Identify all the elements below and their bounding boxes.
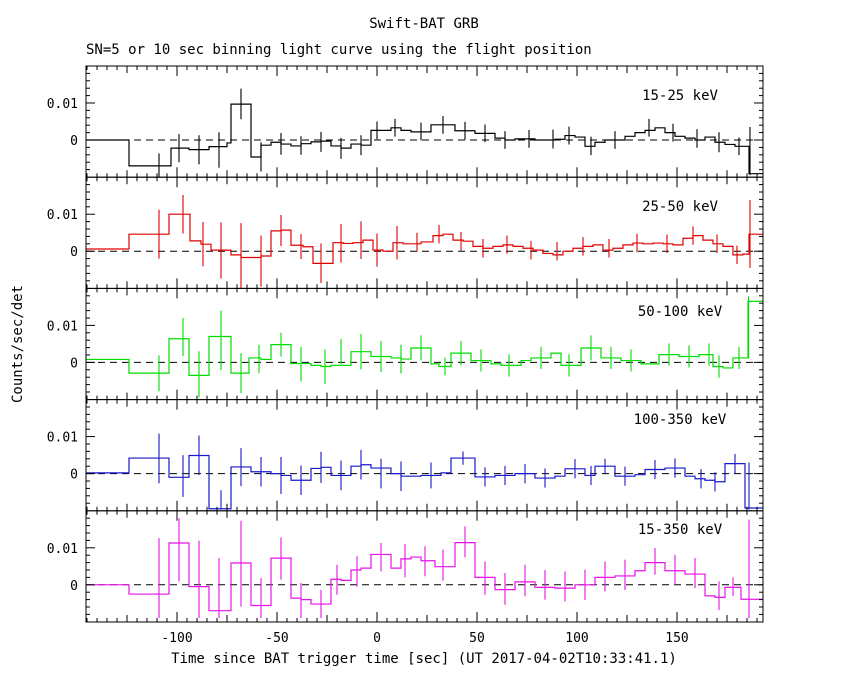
- y-tick-label: 0: [70, 468, 78, 483]
- panel-0: [86, 88, 763, 178]
- y-tick-label: 0.01: [47, 319, 78, 334]
- y-tick-label: 0: [70, 356, 78, 371]
- x-tick-label: 150: [665, 631, 688, 646]
- y-tick-label: 0.01: [47, 431, 78, 446]
- panel-2: [86, 296, 763, 398]
- light-curve: [86, 542, 763, 612]
- light-curve: [86, 213, 763, 265]
- x-tick-label: -100: [161, 631, 192, 646]
- band-label-15-25kev: 15-25 keV: [642, 88, 718, 104]
- x-axis-label: Time since BAT trigger time [sec] (UT 20…: [171, 651, 677, 667]
- plot-layer: 0 0.01 0 0.01 0 0.01 0 0.01 0 0.01 -100 -50 0 50 100 15…: [47, 65, 764, 646]
- light-curve: [86, 300, 763, 376]
- panel-1: [86, 194, 763, 289]
- panel-frame: [85, 176, 764, 289]
- chart-subtitle: SN=5 or 10 sec binning light curve using…: [86, 42, 592, 58]
- panel-4: [86, 518, 763, 619]
- light-curve: [86, 103, 763, 175]
- y-tick-label: 0.01: [47, 97, 78, 112]
- band-label-100-350kev: 100-350 keV: [634, 412, 727, 428]
- panel-frame: [85, 65, 764, 178]
- chart-title: Swift-BAT GRB: [369, 16, 479, 32]
- band-label-15-350kev: 15-350 keV: [638, 522, 723, 538]
- band-label-50-100kev: 50-100 keV: [638, 304, 723, 320]
- x-tick-label: -50: [265, 631, 288, 646]
- y-tick-label: 0: [70, 245, 78, 260]
- panel-frame: [85, 510, 764, 623]
- light-curve: [86, 454, 763, 510]
- y-tick-label: 0: [70, 579, 78, 594]
- y-tick-label: 0: [70, 134, 78, 149]
- y-tick-label: 0.01: [47, 542, 78, 557]
- x-tick-label: 50: [469, 631, 485, 646]
- band-label-25-50kev: 25-50 keV: [642, 199, 718, 215]
- x-tick-label: 0: [373, 631, 381, 646]
- y-tick-label: 0.01: [47, 208, 78, 223]
- y-axis-label: Counts/sec/det: [10, 285, 26, 403]
- x-tick-label: 100: [565, 631, 588, 646]
- panel-3: [86, 433, 763, 510]
